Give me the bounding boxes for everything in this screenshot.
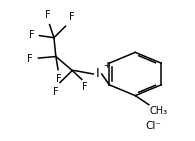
Text: +: +: [103, 61, 110, 70]
Text: F: F: [27, 54, 33, 64]
Text: Cl⁻: Cl⁻: [146, 121, 162, 131]
Text: I: I: [96, 68, 99, 81]
Text: F: F: [56, 74, 62, 84]
Text: F: F: [82, 82, 88, 92]
Text: F: F: [69, 12, 75, 22]
Text: F: F: [53, 87, 59, 97]
Text: F: F: [45, 10, 51, 20]
Text: CH₃: CH₃: [150, 106, 168, 116]
Text: F: F: [29, 30, 35, 40]
